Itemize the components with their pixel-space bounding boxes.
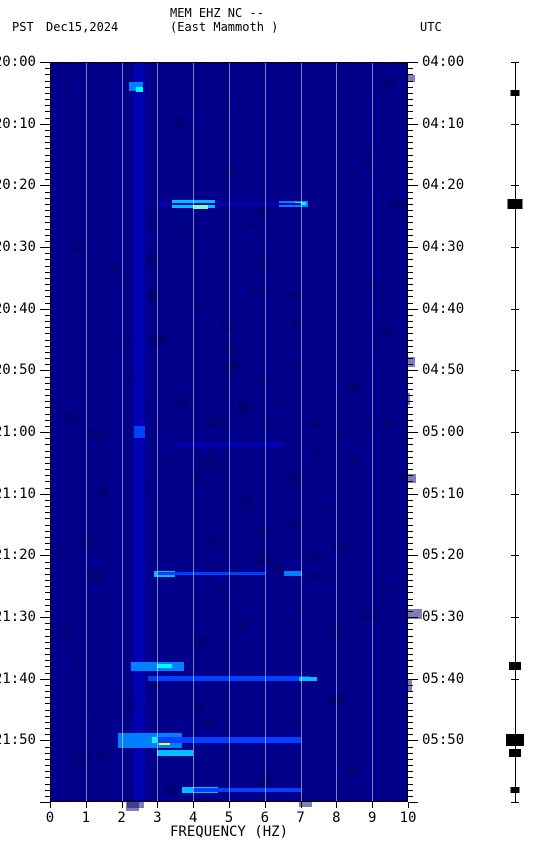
y-label-right: 04:00 bbox=[422, 54, 464, 70]
trace-event-marker bbox=[511, 787, 520, 793]
x-tick-label: 0 bbox=[46, 810, 54, 826]
x-tick-label: 10 bbox=[400, 810, 417, 826]
x-tick-label: 2 bbox=[117, 810, 125, 826]
y-label-left: 20:30 bbox=[0, 239, 36, 255]
y-label-right: 04:50 bbox=[422, 362, 464, 378]
x-tick-label: 3 bbox=[153, 810, 161, 826]
spectrogram-plot: 20:0020:1020:2020:3020:4020:5021:0021:10… bbox=[50, 62, 408, 802]
spectrogram-feature bbox=[193, 788, 300, 792]
station-line1: MEM EHZ NC -- bbox=[170, 6, 264, 20]
trace-event-marker bbox=[509, 662, 521, 670]
y-label-right: 05:00 bbox=[422, 424, 464, 440]
y-label-right: 04:40 bbox=[422, 301, 464, 317]
y-label-right: 05:50 bbox=[422, 732, 464, 748]
station-line2: (East Mammoth ) bbox=[170, 20, 278, 34]
y-label-left: 20:40 bbox=[0, 301, 36, 317]
x-tick-label: 9 bbox=[368, 810, 376, 826]
y-label-left: 21:50 bbox=[0, 732, 36, 748]
trace-event-marker bbox=[511, 90, 520, 96]
y-label-right: 04:20 bbox=[422, 177, 464, 193]
tz-left-label: PST bbox=[12, 20, 34, 34]
y-label-left: 21:20 bbox=[0, 547, 36, 563]
y-label-left: 21:40 bbox=[0, 671, 36, 687]
y-label-left: 20:10 bbox=[0, 116, 36, 132]
x-axis-title: FREQUENCY (HZ) bbox=[170, 824, 288, 840]
trace-event-marker bbox=[509, 749, 521, 757]
y-label-left: 20:00 bbox=[0, 54, 36, 70]
spectrogram-feature bbox=[136, 87, 143, 92]
trace-event-marker bbox=[508, 199, 523, 209]
y-label-left: 21:10 bbox=[0, 486, 36, 502]
spectrogram-feature bbox=[157, 572, 264, 575]
spectrogram-feature bbox=[193, 205, 207, 209]
spectrogram-feature bbox=[157, 664, 171, 668]
y-label-right: 05:40 bbox=[422, 671, 464, 687]
y-label-right: 04:30 bbox=[422, 239, 464, 255]
seismic-trace bbox=[500, 62, 530, 802]
y-label-left: 21:30 bbox=[0, 609, 36, 625]
tz-right-label: UTC bbox=[420, 20, 442, 34]
y-label-right: 05:30 bbox=[422, 609, 464, 625]
spectrogram-feature bbox=[157, 750, 193, 756]
x-tick-label: 7 bbox=[296, 810, 304, 826]
y-label-right: 05:20 bbox=[422, 547, 464, 563]
y-label-right: 04:10 bbox=[422, 116, 464, 132]
x-tick-label: 1 bbox=[82, 810, 90, 826]
y-label-left: 21:00 bbox=[0, 424, 36, 440]
x-tick-label: 8 bbox=[332, 810, 340, 826]
y-label-left: 20:50 bbox=[0, 362, 36, 378]
y-label-right: 05:10 bbox=[422, 486, 464, 502]
spectrogram-feature bbox=[134, 426, 145, 438]
trace-event-marker bbox=[506, 734, 524, 746]
y-label-left: 20:20 bbox=[0, 177, 36, 193]
date-label: Dec15,2024 bbox=[46, 20, 118, 34]
